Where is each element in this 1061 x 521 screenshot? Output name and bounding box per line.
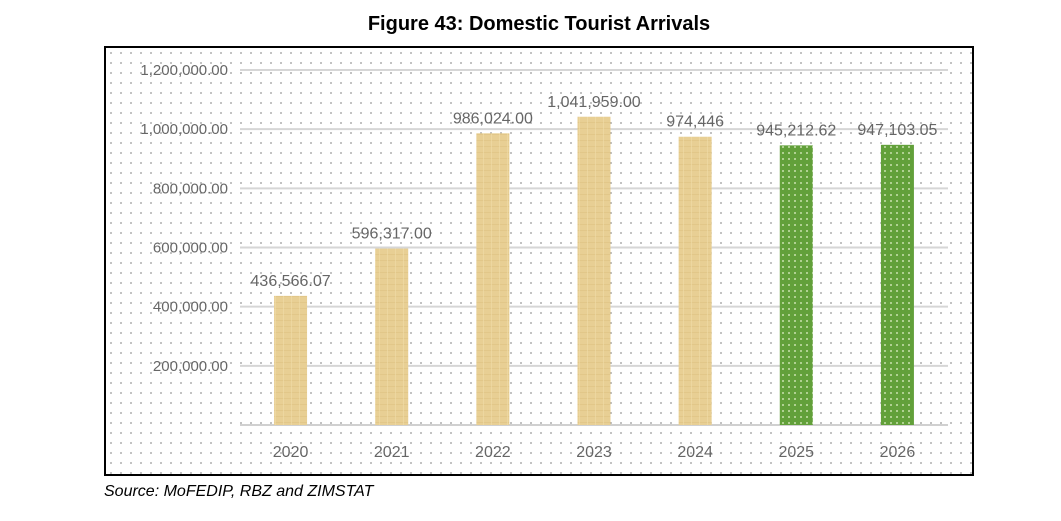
data-label: 974,446 [666,114,724,131]
data-label: 945,212.62 [756,122,836,139]
y-tick-label: 600,000.00 [153,240,228,257]
y-tick-label: 800,000.00 [153,180,228,197]
x-tick-label: 2021 [374,444,410,461]
data-label: 436,566.07 [251,273,331,290]
bar-2026 [880,144,914,425]
y-tick-label: 200,000.00 [153,358,228,375]
x-tick-label: 2023 [576,444,612,461]
x-tick-label: 2026 [880,444,916,461]
bar-2022 [476,133,510,425]
bar-2023 [577,116,611,426]
y-tick-label: 400,000.00 [153,299,228,316]
x-tick-label: 2020 [273,444,309,461]
data-label: 947,103.05 [857,122,937,139]
bar-2024 [678,136,712,426]
bar-2020 [274,295,308,425]
chart-title: Figure 43: Domestic Tourist Arrivals [367,13,711,35]
source-note: Source: MoFEDIP, RBZ and ZIMSTAT [104,483,374,500]
y-tick-label: 1,000,000.00 [140,121,228,138]
data-label: 596,317.00 [352,226,432,243]
x-tick-label: 2022 [475,444,511,461]
x-tick-label: 2025 [778,444,814,461]
y-tick-label: 1,200,000.00 [140,62,228,79]
bar-2021 [375,248,409,425]
x-tick-label: 2024 [677,444,713,461]
chart-frame [104,46,974,476]
data-label: 1,041,959.00 [547,94,641,111]
bar-2025 [779,145,813,425]
data-label: 986,024.00 [453,110,533,127]
